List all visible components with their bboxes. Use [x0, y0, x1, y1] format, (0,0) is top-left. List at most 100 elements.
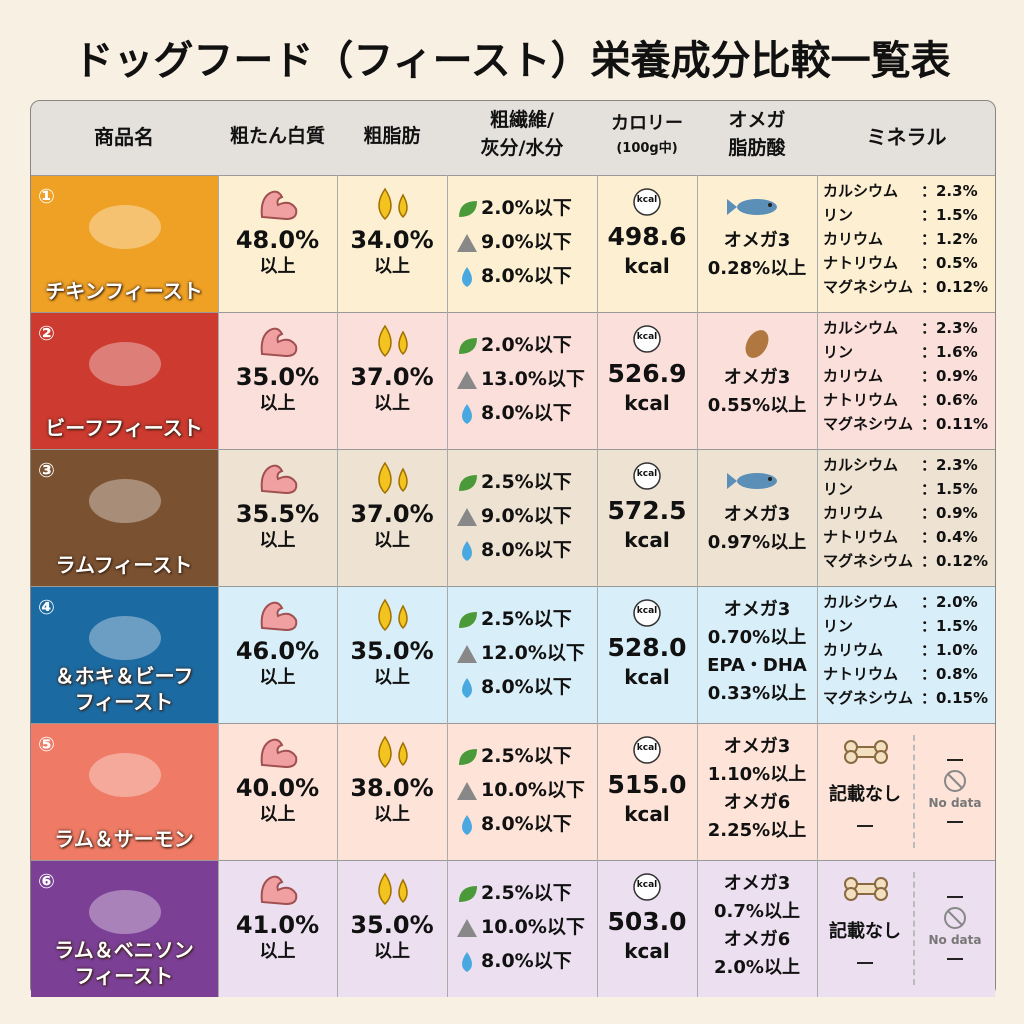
fat-value: 34.0% [350, 226, 434, 254]
mineral-name: カリウム [823, 230, 884, 248]
fiber-icon [457, 645, 477, 663]
bone-icon-wrap [837, 874, 897, 906]
fiber-icon [459, 749, 477, 765]
muscle-icon [260, 327, 298, 358]
mineral-value: ：0.11% [921, 415, 989, 433]
calorie-value: 503.0 [607, 907, 687, 936]
fat-note: 以上 [374, 530, 410, 551]
column-divider [817, 860, 818, 997]
mineral-value: ：1.5% [921, 617, 978, 635]
column-divider [597, 312, 598, 449]
column-divider [697, 860, 698, 997]
mineral-value: ：1.2% [921, 230, 978, 248]
protein-value: 46.0% [235, 637, 320, 665]
product-illustration-wrap [80, 189, 170, 259]
fiber-icon-wrap [455, 676, 479, 700]
product-illustration [89, 753, 161, 797]
protein-note: 以上 [259, 256, 296, 277]
fat-icon-wrap [371, 596, 415, 634]
fiber-value: 8.0%以下 [481, 950, 572, 972]
calorie-unit: kcal [624, 391, 670, 415]
mineral-name: カリウム [823, 367, 884, 385]
fiber-value: 2.5%以下 [481, 608, 572, 630]
omega-icon-wrap [727, 328, 787, 360]
fiber-value: 10.0%以下 [481, 916, 585, 938]
fiber-value: 8.0%以下 [481, 676, 572, 698]
kcal-badge [633, 736, 661, 764]
name-cell [31, 175, 218, 312]
bone-icon [844, 887, 858, 901]
no-data-icon [944, 770, 966, 792]
mineral-value: ：1.5% [921, 480, 978, 498]
product-name: ラム＆ベニソン [54, 938, 194, 962]
fat-value: 37.0% [350, 500, 434, 528]
row-number: ⑥ [38, 869, 55, 893]
header-name: 商品名 [94, 125, 154, 149]
header-calorie-sub: (100g中) [616, 141, 678, 156]
column-divider [218, 586, 219, 723]
product-name: ビーフフィースト [45, 416, 203, 440]
fiber-value: 12.0%以下 [481, 642, 585, 664]
name-cell [31, 723, 218, 860]
omega-icon [737, 199, 777, 215]
product-illustration [89, 616, 161, 660]
mineral-value: ：2.3% [921, 456, 978, 474]
kcal-badge [633, 873, 661, 901]
fiber-icon [462, 404, 472, 424]
column-divider [218, 312, 219, 449]
fiber-icon-wrap [455, 368, 479, 392]
fiber-value: 9.0%以下 [481, 231, 572, 253]
kcal-badge [633, 599, 661, 627]
omega-value: 0.97%以上 [707, 532, 807, 553]
column-divider [447, 723, 448, 860]
mineral-name: マグネシウム [823, 552, 914, 570]
fiber-icon-wrap [455, 813, 479, 837]
title: ドッグフード（フィースト）栄養成分比較一覧表 [73, 38, 951, 84]
fiber-icon [459, 338, 477, 354]
fat-note: 以上 [374, 256, 410, 277]
fat-icon [398, 741, 408, 767]
mineral-value: ：2.3% [921, 182, 978, 200]
fat-icon [378, 598, 408, 632]
fat-icon [398, 878, 408, 904]
fiber-icon [457, 508, 477, 526]
column-divider [697, 586, 698, 723]
fat-note: 以上 [374, 667, 410, 688]
fiber-icon-wrap [455, 642, 479, 666]
no-data-icon [944, 907, 966, 929]
mineral-value: ：0.4% [921, 528, 978, 546]
omega-value: オメガ6 [723, 792, 791, 813]
kcal-badge-wrap [629, 461, 665, 491]
dash [947, 896, 963, 898]
kcal-badge-label: kcal [636, 469, 658, 479]
fat-icon [398, 467, 408, 493]
muscle-icon [260, 190, 298, 221]
fiber-icon [459, 612, 477, 628]
mineral-value: ：2.0% [921, 593, 978, 611]
fat-icon [378, 872, 392, 906]
row-number: ③ [38, 458, 55, 482]
fiber-icon [459, 886, 477, 902]
kcal-badge-wrap [629, 598, 665, 628]
column-divider [337, 312, 338, 449]
product-illustration [89, 890, 161, 934]
mineral-name: マグネシウム [823, 278, 914, 296]
fiber-icon [457, 371, 477, 389]
protein-value: 41.0% [235, 911, 320, 939]
fiber-icon-wrap [455, 334, 479, 358]
fat-icon [378, 461, 392, 495]
column-divider [218, 175, 219, 312]
omega-icon [768, 477, 772, 481]
fat-icon [398, 193, 408, 219]
mineral-name: ナトリウム [823, 528, 899, 546]
row-number: ② [38, 321, 55, 345]
omega-icon [768, 203, 772, 207]
fiber-icon [462, 952, 472, 972]
column-divider [597, 723, 598, 860]
fat-icon [378, 598, 392, 632]
mineral-value: ：0.8% [921, 665, 978, 683]
fiber-value: 8.0%以下 [481, 813, 572, 835]
kcal-badge-wrap [629, 187, 665, 217]
mineral-name: リン [823, 343, 854, 361]
omega-value: オメガ3 [723, 230, 791, 251]
